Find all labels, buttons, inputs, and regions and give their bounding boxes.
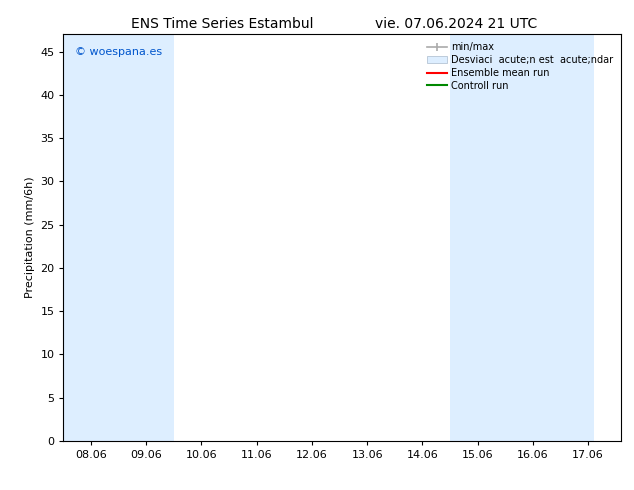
Bar xyxy=(505,34,560,441)
Bar xyxy=(560,34,593,441)
Legend: min/max, Desviaci  acute;n est  acute;ndar, Ensemble mean run, Controll run: min/max, Desviaci acute;n est acute;ndar… xyxy=(424,39,616,94)
Text: © woespana.es: © woespana.es xyxy=(75,47,162,56)
Y-axis label: Precipitation (mm/6h): Precipitation (mm/6h) xyxy=(25,177,35,298)
Text: vie. 07.06.2024 21 UTC: vie. 07.06.2024 21 UTC xyxy=(375,17,538,31)
Bar xyxy=(450,34,505,441)
Text: ENS Time Series Estambul: ENS Time Series Estambul xyxy=(131,17,313,31)
Bar xyxy=(63,34,119,441)
Bar xyxy=(119,34,174,441)
